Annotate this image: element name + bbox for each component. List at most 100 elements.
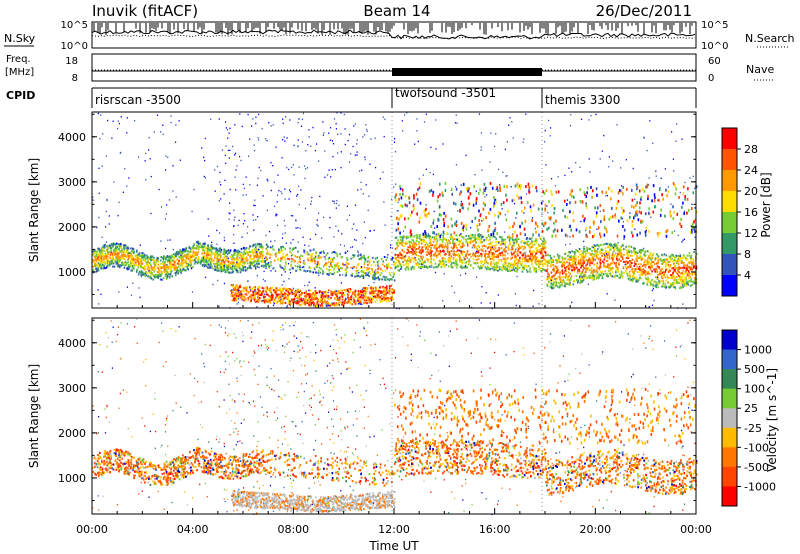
echo-cell: [524, 260, 527, 263]
echo-cell: [683, 281, 686, 284]
echo-cell: [594, 274, 597, 276]
echo-cell: [309, 267, 312, 269]
echo-cell: [644, 250, 647, 253]
echo-cell: [171, 255, 174, 258]
echo-cell: [101, 261, 103, 264]
echo-cell: [433, 253, 436, 256]
echo-cell: [231, 258, 233, 261]
echo-cell: [603, 266, 605, 269]
echo-cell: [219, 256, 222, 259]
echo-cell: [672, 285, 675, 288]
echo-cell: [280, 249, 283, 252]
echo-cell: [664, 285, 666, 288]
echo-cell: [210, 250, 213, 253]
echo-cell: [215, 257, 218, 260]
echo-cell: [377, 263, 379, 266]
echo-cell: [121, 250, 123, 253]
echo-cell: [682, 285, 684, 288]
echo-cell: [496, 262, 499, 265]
echo-cell: [265, 256, 267, 259]
echo-cell: [142, 256, 145, 259]
echo-cell: [242, 256, 245, 259]
echo-cell: [449, 242, 451, 245]
echo-cell: [678, 281, 680, 284]
echo-cell: [442, 235, 444, 237]
echo-cell: [577, 270, 579, 273]
echo-cell: [147, 258, 150, 261]
echo-cell: [430, 260, 432, 263]
echo-cell: [542, 240, 544, 243]
echo-cell: [175, 271, 178, 274]
echo-cell: [177, 253, 179, 256]
echo-cell: [463, 251, 466, 253]
echo-cell: [488, 250, 491, 253]
echo-cell: [472, 234, 475, 237]
echo-cell: [462, 250, 464, 253]
echo-cell: [374, 257, 377, 260]
echo-cell: [312, 271, 315, 274]
echo-cell: [181, 263, 184, 266]
echo-cell: [94, 259, 96, 262]
echo-cell: [504, 243, 506, 246]
echo-cell: [246, 258, 249, 261]
echo-cell: [503, 263, 505, 266]
echo-cell: [440, 238, 442, 241]
echo-cell: [243, 251, 245, 254]
echo-cell: [636, 255, 638, 258]
echo-cell: [569, 263, 571, 266]
echo-cell: [660, 275, 663, 278]
echo-cell: [157, 271, 160, 274]
echo-cell: [512, 266, 515, 269]
echo-cell: [93, 265, 95, 268]
echo-cell: [346, 262, 349, 265]
echo-cell: [184, 250, 187, 253]
echo-cell: [606, 242, 609, 245]
echo-cell: [628, 279, 631, 281]
echo-cell: [494, 268, 496, 271]
echo-cell: [532, 244, 534, 247]
echo-cell: [599, 270, 602, 273]
echo-cell: [107, 247, 109, 250]
echo-cell: [690, 268, 692, 271]
echo-cell: [456, 253, 458, 256]
ground-scatter-cell: [376, 299, 378, 302]
echo-cell: [541, 252, 543, 255]
echo-cell: [117, 243, 120, 246]
echo-cell: [448, 260, 450, 263]
echo-cell: [426, 258, 428, 261]
echo-cell: [185, 255, 187, 258]
echo-cell: [192, 245, 195, 248]
echo-cell: [510, 251, 513, 254]
echo-cell: [649, 252, 651, 255]
echo-cell: [132, 256, 135, 259]
ground-scatter-cell: [341, 303, 343, 306]
echo-cell: [99, 259, 101, 262]
echo-cell: [179, 251, 181, 253]
echo-cell: [485, 256, 487, 259]
echo-cell: [513, 252, 515, 255]
echo-cell: [640, 255, 642, 258]
echo-cell: [657, 266, 660, 269]
echo-cell: [156, 273, 158, 276]
echo-cell: [478, 267, 481, 270]
echo-cell: [625, 266, 627, 269]
echo-cell: [281, 267, 284, 269]
echo-cell: [174, 263, 177, 266]
echo-cell: [582, 268, 584, 271]
echo-cell: [216, 269, 219, 272]
echo-cell: [186, 266, 189, 269]
echo-cell: [411, 248, 413, 251]
echo-cell: [227, 266, 230, 268]
echo-cell: [364, 272, 366, 275]
echo-cell: [414, 241, 416, 244]
echo-cell: [418, 255, 420, 257]
echo-cell: [232, 270, 235, 273]
echo-cell: [568, 280, 570, 283]
echo-cell: [423, 264, 426, 267]
echo-cell: [568, 258, 571, 261]
echo-cell: [405, 235, 408, 238]
echo-cell: [355, 269, 357, 272]
echo-cell: [561, 269, 564, 272]
echo-cell: [554, 265, 556, 268]
echo-cell: [566, 282, 568, 285]
